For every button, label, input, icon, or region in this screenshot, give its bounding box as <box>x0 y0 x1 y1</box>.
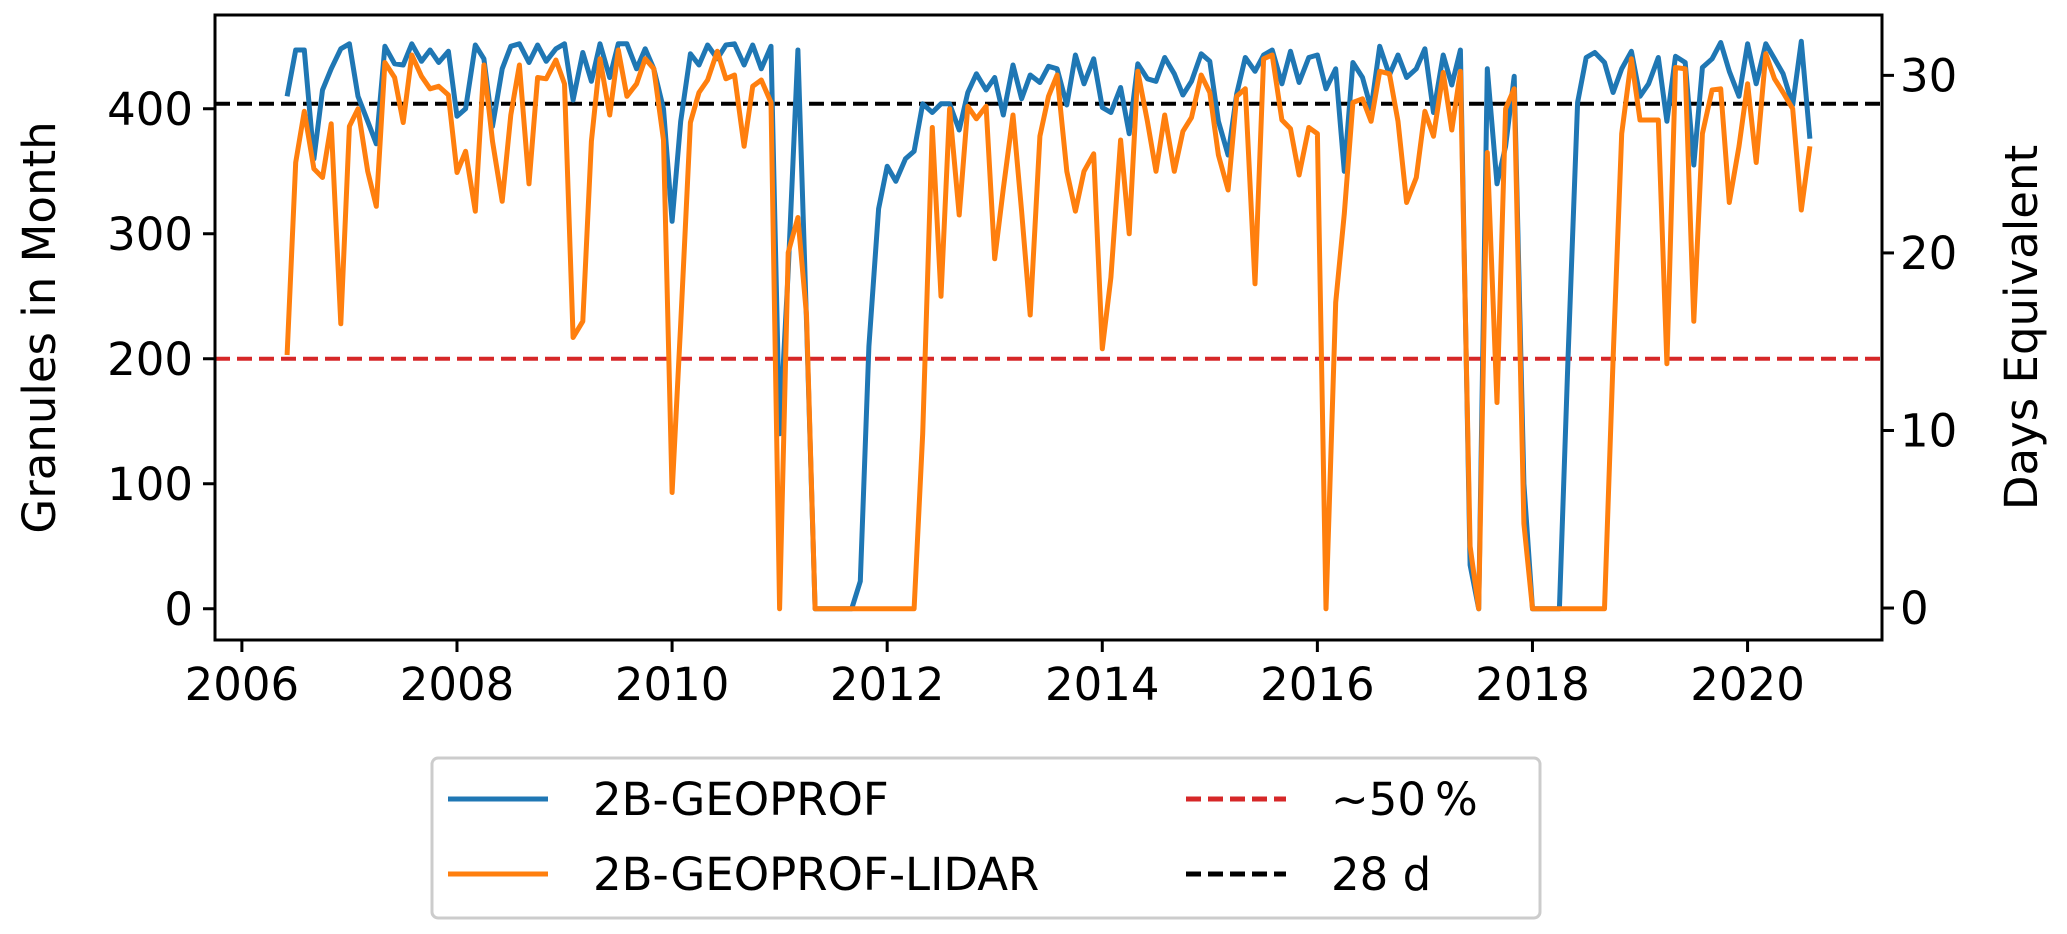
x-tick-label: 2020 <box>1690 658 1805 711</box>
legend: 2B-GEOPROF 2B-GEOPROF-LIDAR ~50 % 28 d <box>430 756 1542 920</box>
legend-label: 28 d <box>1331 848 1431 901</box>
legend-item-half: ~50 % <box>1186 773 1478 826</box>
y-tick-label: 100 <box>107 458 193 511</box>
legend-item-geoprof-lidar: 2B-GEOPROF-LIDAR <box>448 848 1039 901</box>
y2-tick-label: 20 <box>1900 227 1957 280</box>
legend-item-geoprof: 2B-GEOPROF <box>448 773 889 826</box>
y-tick-label: 0 <box>164 583 193 636</box>
plot-frame <box>213 13 1884 642</box>
series-line-geoprof <box>284 38 1813 612</box>
legend-label: 2B-GEOPROF-LIDAR <box>593 848 1039 901</box>
x-tick-label: 2018 <box>1475 658 1590 711</box>
series-line-geoprof-lidar <box>284 47 1813 612</box>
y-tick-label: 300 <box>107 208 193 261</box>
x-tick-label: 2008 <box>400 658 515 711</box>
x-tick-label: 2014 <box>1045 658 1160 711</box>
legend-label: 2B-GEOPROF <box>593 773 889 826</box>
x-tick-label: 2012 <box>830 658 945 711</box>
plot-area <box>215 38 1882 612</box>
y-tick-label: 400 <box>107 83 193 136</box>
y-tick-label: 200 <box>107 333 193 386</box>
y2-tick-label: 30 <box>1900 49 1957 102</box>
y2-tick-label: 0 <box>1900 582 1929 635</box>
axes: 2006 2008 2010 2012 2014 2016 2018 202001002003… <box>13 13 2048 711</box>
x-tick-label: 2016 <box>1260 658 1375 711</box>
x-tick-label: 2006 <box>185 658 300 711</box>
y2-tick-label: 10 <box>1900 404 1957 457</box>
legend-label: ~50 % <box>1331 773 1478 826</box>
plot-inner <box>215 38 1882 612</box>
x-tick-label: 2010 <box>615 658 730 711</box>
legend-item-days28: 28 d <box>1186 848 1431 901</box>
y2-axis-title: Days Equivalent <box>1995 145 2048 510</box>
y-axis-title: Granules in Month <box>13 121 66 533</box>
